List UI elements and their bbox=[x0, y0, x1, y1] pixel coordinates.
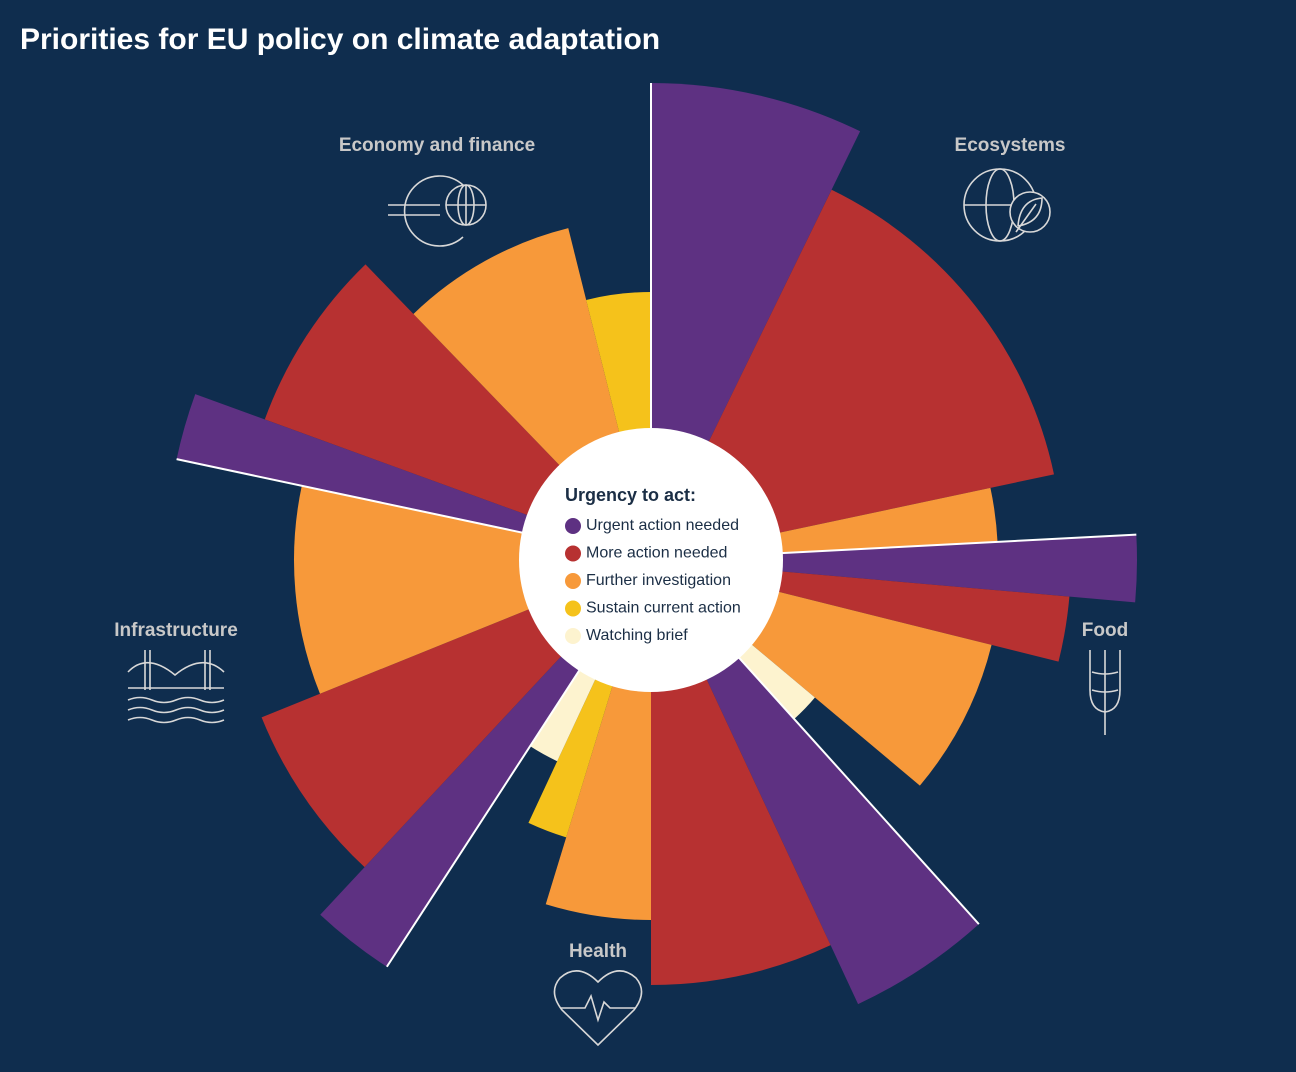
wedge bbox=[651, 534, 1137, 603]
legend-swatch bbox=[565, 518, 581, 534]
legend-swatch bbox=[565, 628, 581, 644]
legend-swatch bbox=[565, 573, 581, 589]
sector-label: Ecosystems bbox=[955, 135, 1066, 156]
legend-swatch bbox=[565, 600, 581, 617]
wedge bbox=[651, 189, 1054, 561]
legend-label: Sustain current action bbox=[586, 600, 741, 617]
wedge bbox=[294, 485, 651, 694]
legend-title: Urgency to act: bbox=[565, 485, 696, 505]
legend-label: More action needed bbox=[586, 545, 727, 562]
legend-label: Watching brief bbox=[586, 627, 688, 644]
sector-label: Economy and finance bbox=[339, 135, 535, 156]
sector-label: Health bbox=[569, 941, 627, 962]
center-circle bbox=[519, 428, 783, 692]
sector-label: Food bbox=[1082, 620, 1128, 641]
sector-label: Infrastructure bbox=[114, 620, 238, 641]
ecosystems-icon bbox=[963, 168, 1051, 242]
legend-label: Further investigation bbox=[586, 572, 731, 589]
legend: Urgent action needed More action needed Fu… bbox=[565, 517, 741, 644]
chart-title: Priorities for EU policy on climate adap… bbox=[20, 23, 660, 56]
health-icon bbox=[553, 970, 643, 1047]
legend-label: Urgent action needed bbox=[586, 517, 739, 534]
food-icon bbox=[1089, 650, 1121, 735]
icons bbox=[127, 168, 1121, 1047]
economy-icon bbox=[388, 175, 487, 247]
wedge bbox=[651, 560, 979, 1005]
sector-labels: Ecosystems Food Health Infrastructure Econom… bbox=[114, 135, 1128, 962]
legend-swatch bbox=[565, 545, 581, 562]
infrastructure-icon bbox=[127, 650, 225, 724]
